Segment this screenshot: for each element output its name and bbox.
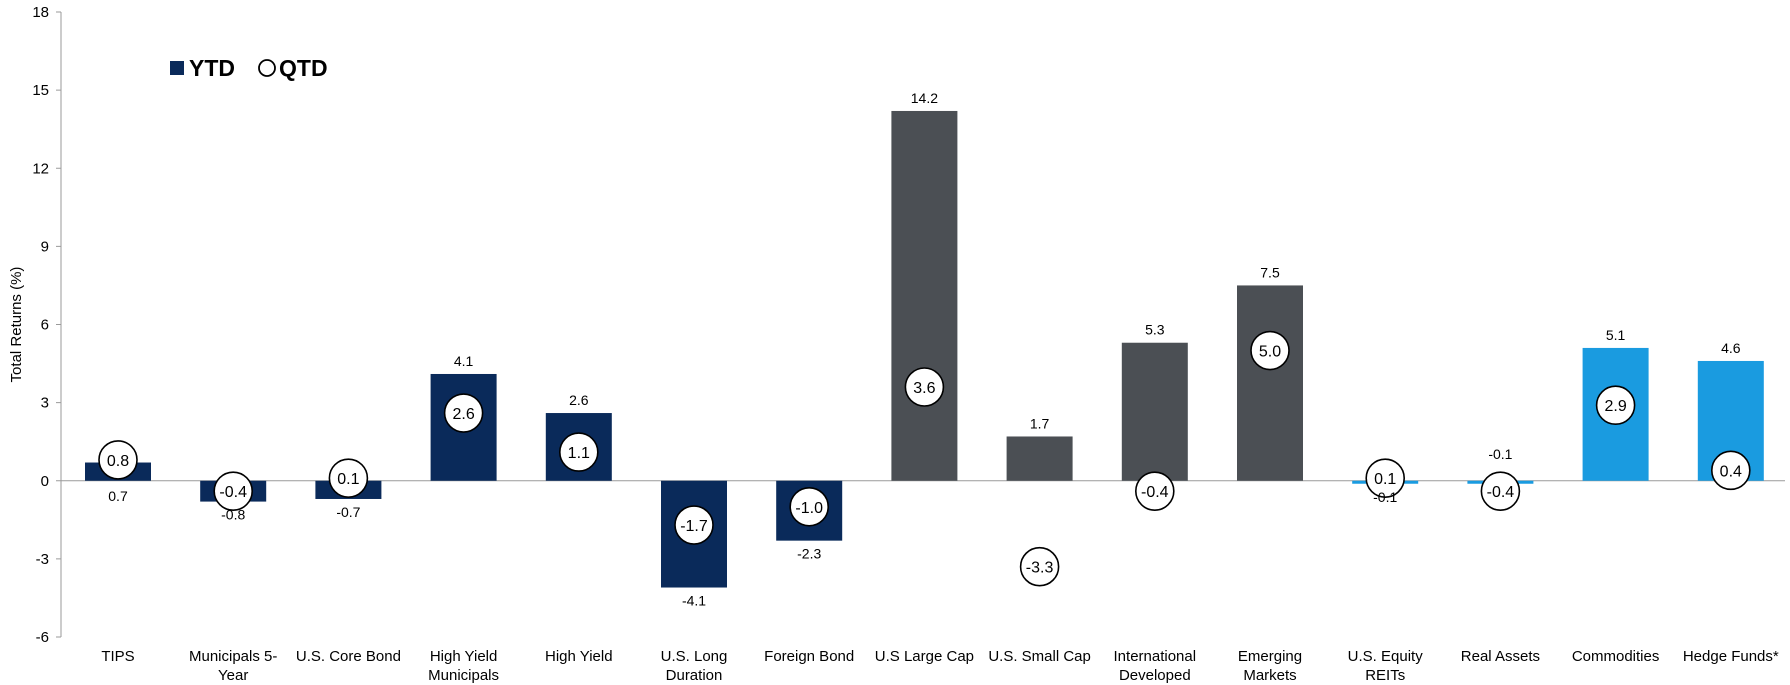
category-label: High Yield — [545, 648, 613, 665]
y-tick-label: -6 — [36, 629, 49, 646]
y-tick-label: 0 — [41, 473, 49, 490]
category-label: Hedge Funds* — [1683, 648, 1779, 665]
qtd-marker — [1365, 458, 1405, 498]
ytd-bar — [1006, 436, 1073, 481]
ytd-data-label: 5.3 — [1145, 322, 1165, 338]
qtd-marker — [328, 458, 369, 498]
y-tick-label: -3 — [36, 551, 49, 568]
ytd-bar — [891, 110, 958, 481]
qtd-data-label: 3.6 — [913, 380, 935, 397]
y-tick-label: 3 — [41, 395, 49, 412]
category-label: Foreign Bond — [764, 648, 854, 665]
category-label: High Yield — [430, 648, 498, 665]
legend-qtd-label: QTD — [279, 55, 328, 81]
category-label: Emerging — [1238, 648, 1302, 665]
ytd-data-label: -4.1 — [682, 593, 706, 609]
ytd-data-label: 4.6 — [1721, 340, 1741, 356]
category-label: International — [1114, 648, 1197, 665]
category-label: U.S Large Cap — [875, 648, 974, 665]
category-label: U.S. Small Cap — [988, 648, 1091, 665]
ytd-data-label: 7.5 — [1260, 264, 1280, 280]
legend-ytd-label: YTD — [189, 55, 235, 81]
ytd-data-label: -0.7 — [336, 504, 360, 520]
y-tick-label: 9 — [41, 238, 49, 255]
y-tick-label: 12 — [32, 160, 49, 177]
qtd-data-label: -1.7 — [680, 518, 708, 535]
qtd-marker — [1135, 471, 1175, 511]
ytd-data-label: 14.2 — [911, 90, 938, 106]
qtd-data-label: 0.4 — [1720, 463, 1742, 480]
category-labels: TIPS Municipals 5- Year U.S. Core Bond High … — [101, 648, 1779, 684]
qtd-marker — [213, 471, 253, 511]
qtd-data-label: 0.1 — [337, 471, 359, 488]
qtd-data-label: 0.8 — [107, 453, 129, 470]
qtd-marker — [1711, 450, 1751, 491]
ytd-data-label: 2.6 — [569, 392, 589, 408]
category-label: Markets — [1243, 667, 1296, 684]
qtd-marker — [558, 432, 599, 472]
y-axis-title: Total Returns (%) — [8, 267, 25, 383]
ytd-data-label: -0.1 — [1373, 489, 1397, 505]
qtd-data-label: -0.4 — [1487, 484, 1515, 501]
qtd-marker — [1019, 546, 1060, 587]
category-label: U.S. Long — [661, 648, 728, 665]
category-label: Commodities — [1572, 648, 1660, 665]
qtd-data-label: -0.4 — [1141, 484, 1169, 501]
qtd-data-label: 0.1 — [1374, 471, 1396, 488]
qtd-marker — [98, 440, 138, 480]
qtd-data-label: -3.3 — [1026, 560, 1054, 577]
category-label: U.S. Core Bond — [296, 648, 401, 665]
ytd-data-label: -0.8 — [221, 507, 245, 523]
qtd-marker — [1250, 330, 1290, 371]
ytd-data-label: 5.1 — [1606, 327, 1626, 343]
category-label: Duration — [666, 667, 723, 684]
data-labels: 0.7 -0.8 -0.7 4.1 2.6 -4.1 -2.3 14.2 1.7 5.3 7.5 -0… — [108, 90, 1740, 609]
qtd-data-label: -0.4 — [219, 484, 247, 501]
legend-ytd-swatch — [170, 61, 184, 75]
y-tick-label: 6 — [41, 317, 49, 334]
qtd-data-label: 1.1 — [568, 445, 590, 462]
qtd-marker — [904, 367, 945, 407]
qtd-marker — [674, 505, 714, 545]
qtd-markers: 0.8 -0.4 0.1 2.6 1.1 -1.7 -1.0 3.6 -3.3 -0.4 5.0 0.… — [98, 330, 1751, 587]
category-label: REITs — [1365, 667, 1405, 684]
qtd-data-label: 5.0 — [1259, 344, 1281, 361]
y-tick-label: 18 — [32, 4, 49, 21]
qtd-marker — [1595, 385, 1636, 426]
category-label: U.S. Equity — [1348, 648, 1424, 665]
chart-legend: YTD QTD — [170, 55, 328, 81]
y-tick-label: 15 — [32, 82, 49, 99]
qtd-marker — [443, 393, 484, 433]
legend-qtd-marker — [258, 59, 276, 77]
ytd-data-label: -0.1 — [1488, 446, 1512, 462]
category-label: TIPS — [101, 648, 134, 665]
qtd-marker — [789, 486, 830, 527]
qtd-marker — [1480, 471, 1521, 511]
ytd-data-label: 1.7 — [1030, 415, 1050, 431]
qtd-data-label: 2.6 — [452, 406, 474, 423]
category-label: Year — [218, 667, 248, 684]
ytd-bar — [1237, 285, 1303, 481]
qtd-data-label: 2.9 — [1604, 398, 1626, 415]
qtd-data-label: -1.0 — [795, 500, 823, 517]
category-label: Municipals 5- — [189, 648, 277, 665]
ytd-data-label: -2.3 — [797, 546, 821, 562]
category-label: Municipals — [428, 667, 499, 684]
category-label: Developed — [1119, 667, 1191, 684]
ytd-data-label: 4.1 — [454, 353, 474, 369]
ytd-bar — [1121, 342, 1188, 481]
ytd-data-label: 0.7 — [108, 488, 128, 504]
category-label: Real Assets — [1461, 648, 1540, 665]
